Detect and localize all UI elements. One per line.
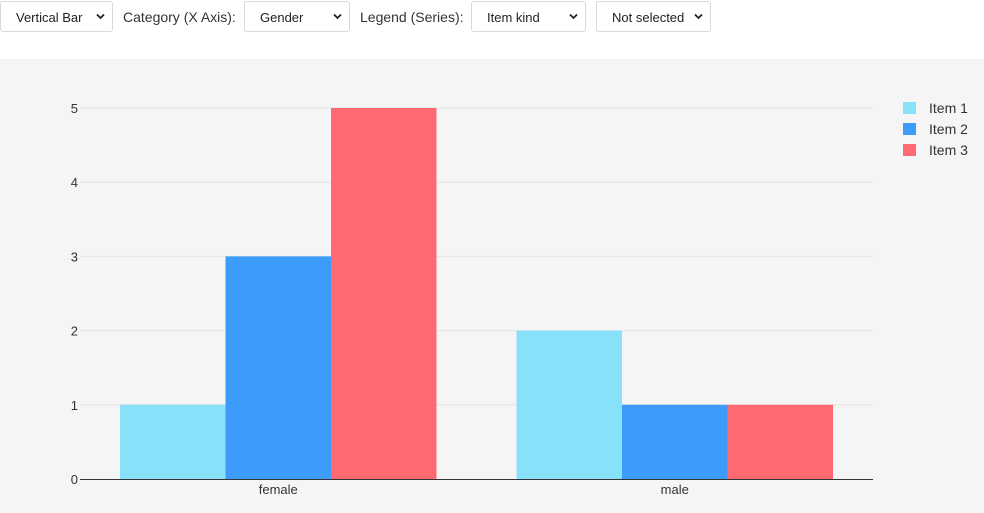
chart-toolbar: Vertical Bar Category (X Axis): Gender L…	[0, 0, 984, 59]
legend-swatch	[903, 101, 916, 114]
legend-series-select-value: Item kind	[487, 10, 540, 25]
chart-area: 0 1 2 3 4 5 female male Item 1 Item 2 Item 3	[0, 59, 984, 513]
y-tick-label: 5	[71, 101, 78, 116]
legend-label: Item 2	[929, 120, 968, 137]
bar-item-3-female	[331, 108, 437, 479]
y-tick-label: 0	[71, 472, 78, 487]
legend-item: Item 2	[903, 118, 968, 139]
chart-type-select-value: Vertical Bar	[16, 10, 83, 25]
y-tick-label: 4	[71, 175, 78, 190]
y-tick-label: 1	[71, 398, 78, 413]
chevron-down-icon	[569, 13, 578, 20]
bar-item-1-male	[516, 330, 622, 479]
chart-legend: Item 1 Item 2 Item 3	[903, 97, 968, 160]
legend-swatch	[903, 122, 916, 135]
x-tick-label: female	[259, 482, 298, 497]
bar-item-1-female	[120, 404, 226, 479]
chevron-down-icon	[694, 13, 703, 20]
chart-type-select[interactable]: Vertical Bar	[0, 1, 113, 32]
x-tick-label: male	[661, 482, 689, 497]
bar-item-2-male	[622, 404, 728, 479]
legend-label: Item 1	[929, 99, 968, 116]
legend-item: Item 1	[903, 97, 968, 118]
chevron-down-icon	[96, 13, 105, 20]
legend-series-select[interactable]: Item kind	[471, 1, 586, 32]
secondary-select-value: Not selected	[612, 10, 685, 25]
category-select-value: Gender	[260, 10, 304, 25]
secondary-select[interactable]: Not selected	[596, 1, 711, 32]
y-tick-label: 3	[71, 249, 78, 264]
legend-item: Item 3	[903, 139, 968, 160]
legend-series-label: Legend (Series):	[360, 9, 464, 25]
legend-swatch	[903, 143, 916, 156]
chevron-down-icon	[333, 13, 342, 20]
legend-label: Item 3	[929, 141, 968, 158]
y-tick-label: 2	[71, 324, 78, 339]
category-select[interactable]: Gender	[244, 1, 350, 32]
bar-item-3-male	[727, 404, 833, 479]
category-axis-label: Category (X Axis):	[123, 9, 236, 25]
bar-chart: 0 1 2 3 4 5 female male	[71, 101, 873, 497]
bar-item-2-female	[225, 256, 331, 479]
